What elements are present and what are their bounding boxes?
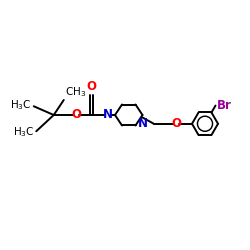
Text: H$_3$C: H$_3$C (10, 98, 32, 112)
Text: CH$_3$: CH$_3$ (65, 85, 86, 99)
Text: N: N (102, 108, 113, 122)
Text: O: O (171, 117, 181, 130)
Text: O: O (86, 80, 96, 93)
Text: N: N (138, 117, 148, 130)
Text: Br: Br (216, 98, 231, 112)
Text: H$_3$C: H$_3$C (13, 126, 34, 140)
Text: O: O (71, 108, 81, 122)
